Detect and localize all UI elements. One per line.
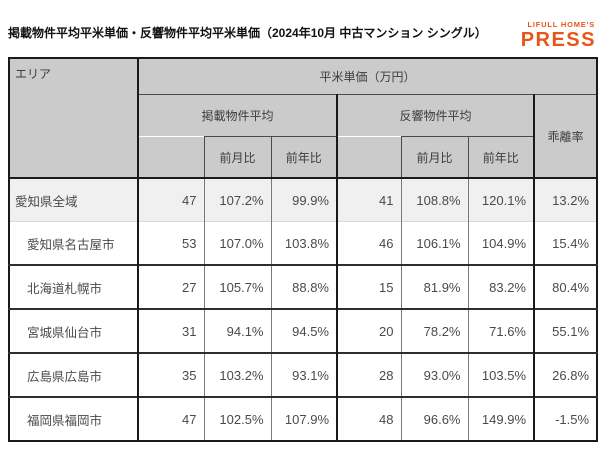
response-value-cell: 48 [336, 396, 401, 441]
response-yoy-cell: 104.9% [467, 221, 534, 265]
header-response-yoy: 前年比 [467, 136, 534, 179]
header-response-mom: 前月比 [400, 136, 468, 179]
area-cell: 愛知県名古屋市 [9, 221, 138, 265]
listed-value-cell: 27 [137, 264, 204, 309]
listed-yoy-cell: 99.9% [270, 178, 337, 222]
logo-lifull-homes: LIFULL HOME'S [527, 20, 595, 29]
unit-price-table: エリア 平米単価（万円） 掲載物件平均 反響物件平均 乖離率 前月比 前年比 前… [8, 57, 599, 442]
header-listed-mom: 前月比 [203, 136, 271, 179]
response-value-cell: 15 [336, 264, 401, 309]
table-row: 愛知県全域 47 107.2% 99.9% 41 108.8% 120.1% 1… [9, 178, 598, 222]
listed-mom-cell: 105.7% [203, 264, 271, 309]
listed-yoy-cell: 94.5% [270, 308, 337, 353]
response-yoy-cell: 149.9% [467, 396, 534, 441]
listed-yoy-cell: 103.8% [270, 221, 337, 265]
page-title: 掲載物件平均平米単価・反響物件平均平米単価（2024年10月 中古マンション シ… [8, 26, 487, 40]
deviation-cell: 26.8% [532, 352, 598, 397]
listed-mom-cell: 94.1% [203, 308, 271, 353]
listed-mom-cell: 103.2% [203, 352, 271, 397]
response-mom-cell: 108.8% [400, 178, 468, 222]
listed-mom-cell: 102.5% [203, 396, 271, 441]
listed-yoy-cell: 93.1% [270, 352, 337, 397]
response-mom-cell: 78.2% [400, 308, 468, 353]
area-cell: 福岡県福岡市 [9, 396, 138, 441]
area-cell: 広島県広島市 [9, 352, 138, 397]
table-row: 宮城県仙台市 31 94.1% 94.5% 20 78.2% 71.6% 55.… [9, 308, 598, 353]
response-mom-cell: 106.1% [400, 221, 468, 265]
listed-value-cell: 31 [137, 308, 204, 353]
response-yoy-cell: 83.2% [467, 264, 534, 309]
table-row: 愛知県名古屋市 53 107.0% 103.8% 46 106.1% 104.9… [9, 221, 598, 265]
response-yoy-cell: 103.5% [467, 352, 534, 397]
table-row: 広島県広島市 35 103.2% 93.1% 28 93.0% 103.5% 2… [9, 352, 598, 397]
brand-logo: LIFULL HOME'S PRESS [521, 21, 595, 50]
header-response-value-spacer [336, 136, 401, 179]
deviation-cell: 13.2% [532, 178, 598, 222]
deviation-cell: 55.1% [532, 308, 598, 353]
response-mom-cell: 93.0% [400, 352, 468, 397]
response-value-cell: 28 [336, 352, 401, 397]
area-cell: 北海道札幌市 [9, 264, 138, 309]
area-cell: 宮城県仙台市 [9, 308, 138, 353]
response-mom-cell: 81.9% [400, 264, 468, 309]
listed-value-cell: 53 [137, 221, 204, 265]
header-area: エリア [9, 58, 139, 179]
response-mom-cell: 96.6% [400, 396, 468, 441]
header-listed-avg: 掲載物件平均 [138, 94, 337, 137]
header-deviation-rate: 乖離率 [532, 94, 598, 179]
deviation-cell: 15.4% [532, 221, 598, 265]
area-cell: 愛知県全域 [9, 178, 138, 222]
response-yoy-cell: 71.6% [467, 308, 534, 353]
listed-value-cell: 47 [137, 396, 204, 441]
header-listed-value-spacer [138, 136, 204, 179]
header-sqm-unit-price: 平米単価（万円） [138, 58, 598, 95]
header-response-avg: 反響物件平均 [336, 94, 534, 137]
listed-value-cell: 47 [137, 178, 204, 222]
logo-press: PRESS [520, 28, 596, 51]
listed-yoy-cell: 107.9% [270, 396, 337, 441]
listed-mom-cell: 107.2% [203, 178, 271, 222]
listed-yoy-cell: 88.8% [270, 264, 337, 309]
listed-mom-cell: 107.0% [203, 221, 271, 265]
response-value-cell: 46 [336, 221, 401, 265]
response-yoy-cell: 120.1% [467, 178, 534, 222]
response-value-cell: 41 [336, 178, 401, 222]
listed-value-cell: 35 [137, 352, 204, 397]
deviation-cell: -1.5% [532, 396, 598, 441]
header-listed-yoy: 前年比 [270, 136, 337, 179]
table-row: 福岡県福岡市 47 102.5% 107.9% 48 96.6% 149.9% … [9, 396, 598, 441]
deviation-cell: 80.4% [532, 264, 598, 309]
table-row: 北海道札幌市 27 105.7% 88.8% 15 81.9% 83.2% 80… [9, 264, 598, 309]
response-value-cell: 20 [336, 308, 401, 353]
